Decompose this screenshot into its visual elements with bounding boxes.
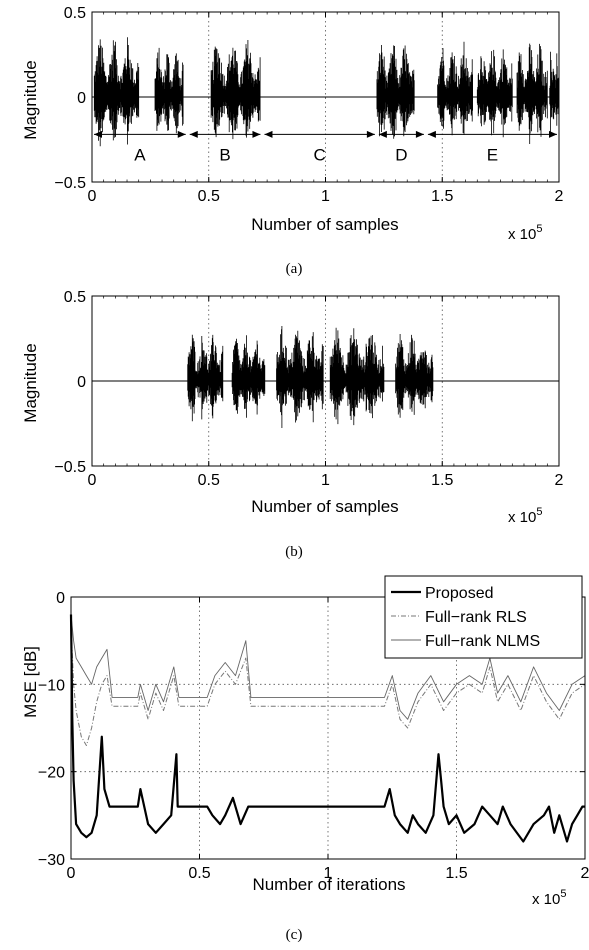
grid-b — [208, 296, 443, 466]
x-tick-label: 0.5 — [198, 188, 220, 205]
x-tick-label: 1 — [324, 865, 333, 882]
waveform-burst — [210, 40, 261, 140]
y-tick-label: −20 — [38, 765, 65, 782]
y-axis-label-c: MSE [dB] — [21, 646, 40, 718]
x-tick-label: 2 — [555, 188, 564, 205]
x-tick-label: 2 — [581, 865, 589, 882]
legend-label: Full−rank RLS — [425, 609, 527, 626]
waveform-b — [92, 326, 559, 428]
segment-label: A — [134, 145, 146, 164]
waveform-burst — [395, 334, 434, 418]
waveform-burst — [437, 41, 473, 136]
waveform-a — [92, 37, 560, 147]
segment-label: B — [219, 145, 230, 164]
series-lines-c — [69, 614, 586, 843]
x-multiplier-base-a: x 10 — [508, 226, 536, 243]
waveform-burst — [549, 51, 560, 135]
x-tick-label: 1.5 — [445, 865, 467, 882]
panel-c: 0 0.5 1 1.5 2 −30 −20 −10 0 MSE [dB] Number of i… — [21, 575, 589, 943]
y-axis-label-a: Magnitude — [21, 60, 40, 139]
y-tick-label: −0.5 — [54, 175, 86, 192]
caption-b: (b) — [285, 544, 303, 560]
waveform-burst — [187, 334, 224, 422]
x-tick-label: 0 — [67, 865, 76, 882]
y-tick-label: 0.5 — [64, 5, 86, 22]
y-axis-label-b: Magnitude — [21, 343, 40, 422]
x-multiplier-exp-c: 5 — [560, 888, 566, 900]
waveform-burst — [516, 43, 548, 144]
ticks-b: 0 0.5 1 1.5 2−0.500.5 — [54, 289, 563, 489]
arrow-head-right — [415, 130, 424, 138]
waveform-burst — [154, 47, 184, 134]
waveform-burst — [329, 327, 385, 426]
x-tick-label: 1.5 — [431, 188, 453, 205]
x-multiplier-base-b: x 10 — [508, 509, 536, 526]
y-tick-label: 0 — [56, 590, 65, 607]
arrow-head-right — [252, 130, 261, 138]
grid-a — [208, 12, 443, 182]
arrow-head-left — [378, 130, 387, 138]
x-multiplier-a: x 105 — [508, 223, 542, 243]
segment-label: C — [314, 145, 326, 164]
x-multiplier-b: x 105 — [508, 506, 542, 526]
y-tick-label: −30 — [38, 852, 65, 869]
arrow-head-left — [427, 130, 436, 138]
grid-c — [71, 597, 585, 859]
waveform-burst — [476, 49, 513, 138]
x-tick-label: 2 — [555, 472, 564, 489]
segment-annotations-a: A B C D E — [94, 130, 557, 164]
x-tick-label: 0 — [88, 472, 97, 489]
y-tick-label: 0 — [77, 90, 86, 107]
x-tick-label: 1 — [321, 188, 330, 205]
legend-label: Full−rank NLMS — [425, 633, 540, 650]
y-tick-label: 0 — [77, 374, 86, 391]
arrow-head-left — [189, 130, 198, 138]
waveform-burst — [231, 335, 266, 418]
x-multiplier-base-c: x 10 — [532, 891, 560, 908]
panel-b: 0 0.5 1 1.5 2−0.500.5 Magnitude Number of sa… — [21, 289, 564, 560]
series-line-thin — [70, 614, 586, 720]
y-tick-label: 0.5 — [64, 289, 86, 306]
x-axis-label-a: Number of samples — [251, 215, 398, 234]
segment-label: E — [487, 145, 498, 164]
x-tick-label: 0.5 — [188, 865, 210, 882]
x-tick-label: 0 — [88, 188, 97, 205]
series-line-solid-thick — [69, 614, 585, 843]
x-tick-label: 1.5 — [431, 472, 453, 489]
waveform-burst — [93, 37, 140, 147]
arrow-head-left — [264, 130, 273, 138]
y-tick-label: −0.5 — [54, 459, 86, 476]
legend: Proposed Full−rank RLS Full−rank NLMS — [384, 575, 583, 659]
ticks-a: 0 0.5 1 1.5 2−0.500.5 — [54, 5, 563, 205]
x-multiplier-exp-b: 5 — [536, 506, 542, 518]
waveform-burst — [276, 326, 324, 428]
x-multiplier-exp-a: 5 — [536, 223, 542, 235]
arrow-head-right — [177, 130, 186, 138]
arrow-head-right — [366, 130, 375, 138]
waveform-burst — [376, 45, 415, 139]
x-axis-label-b: Number of samples — [251, 497, 398, 516]
caption-a: (a) — [286, 261, 303, 277]
legend-box — [384, 575, 583, 659]
x-axis-label-c: Number of iterations — [252, 875, 405, 894]
x-tick-label: 1 — [321, 472, 330, 489]
y-tick-label: −10 — [38, 677, 65, 694]
ticks-c: 0 0.5 1 1.5 2 −30 −20 −10 0 — [38, 590, 589, 882]
segment-label: D — [395, 145, 407, 164]
series-line-dash-dot — [70, 623, 586, 746]
caption-c: (c) — [286, 927, 303, 943]
arrow-head-right — [549, 130, 557, 138]
legend-label: Proposed — [425, 585, 494, 602]
x-tick-label: 0.5 — [198, 472, 220, 489]
arrow-head-left — [94, 130, 102, 138]
x-multiplier-c: x 105 — [532, 888, 566, 908]
